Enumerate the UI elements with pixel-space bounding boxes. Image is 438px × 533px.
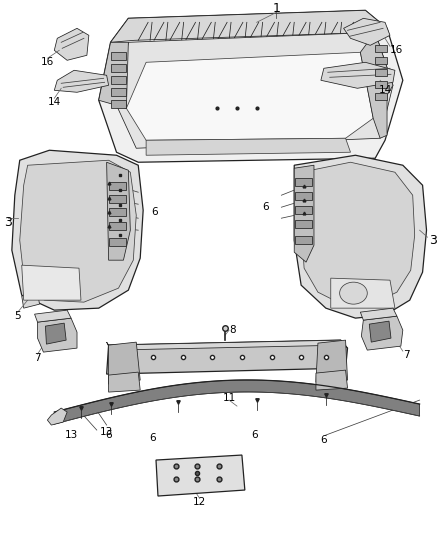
- Polygon shape: [110, 10, 387, 42]
- Text: 14: 14: [48, 98, 61, 107]
- Polygon shape: [54, 70, 109, 92]
- Bar: [109, 238, 127, 246]
- Polygon shape: [316, 340, 347, 382]
- Text: 16: 16: [41, 58, 54, 67]
- Ellipse shape: [339, 282, 367, 304]
- Polygon shape: [156, 455, 245, 496]
- Polygon shape: [47, 408, 67, 425]
- Text: 13: 13: [64, 430, 78, 440]
- Bar: [295, 192, 312, 200]
- Text: 3: 3: [430, 233, 438, 247]
- Polygon shape: [301, 162, 415, 305]
- Polygon shape: [360, 33, 393, 138]
- Polygon shape: [38, 318, 77, 352]
- Polygon shape: [343, 18, 390, 45]
- Polygon shape: [331, 278, 395, 308]
- Text: 11: 11: [223, 393, 236, 403]
- Polygon shape: [294, 165, 314, 262]
- Polygon shape: [22, 265, 81, 300]
- Bar: [110, 52, 127, 60]
- Bar: [109, 182, 127, 190]
- Text: 8: 8: [229, 325, 236, 335]
- Polygon shape: [99, 42, 128, 108]
- Bar: [110, 100, 127, 108]
- Text: 13: 13: [100, 427, 113, 437]
- Polygon shape: [54, 28, 89, 60]
- Polygon shape: [316, 370, 347, 390]
- Text: 12: 12: [193, 497, 206, 507]
- Text: 5: 5: [14, 311, 21, 321]
- Bar: [375, 69, 387, 76]
- Text: 7: 7: [34, 353, 41, 363]
- Bar: [295, 206, 312, 214]
- Polygon shape: [361, 316, 403, 350]
- Text: 6: 6: [150, 433, 156, 443]
- Polygon shape: [106, 162, 131, 260]
- Text: 6: 6: [251, 430, 258, 440]
- Text: 6: 6: [262, 202, 268, 212]
- Polygon shape: [12, 150, 143, 310]
- Polygon shape: [369, 321, 391, 342]
- Bar: [110, 88, 127, 96]
- Polygon shape: [117, 33, 393, 148]
- Bar: [295, 236, 312, 244]
- Bar: [109, 195, 127, 203]
- Text: 6: 6: [151, 207, 158, 217]
- Polygon shape: [360, 308, 397, 320]
- Text: 7: 7: [403, 350, 410, 360]
- Polygon shape: [127, 52, 373, 140]
- Polygon shape: [106, 340, 347, 350]
- Polygon shape: [46, 323, 66, 344]
- Text: 3: 3: [4, 216, 12, 229]
- Polygon shape: [22, 292, 39, 308]
- Bar: [375, 93, 387, 100]
- Polygon shape: [294, 155, 427, 318]
- Bar: [109, 208, 127, 216]
- Bar: [375, 82, 387, 88]
- Text: 1: 1: [272, 2, 280, 15]
- Polygon shape: [146, 138, 350, 155]
- Text: 6: 6: [105, 430, 112, 440]
- Bar: [375, 58, 387, 64]
- Polygon shape: [20, 160, 136, 302]
- Text: 6: 6: [321, 435, 327, 445]
- Bar: [110, 76, 127, 84]
- Polygon shape: [109, 342, 140, 384]
- Polygon shape: [106, 340, 347, 374]
- Polygon shape: [35, 310, 71, 322]
- Bar: [295, 220, 312, 228]
- Polygon shape: [321, 62, 395, 88]
- Polygon shape: [54, 380, 420, 424]
- Polygon shape: [99, 10, 403, 162]
- Text: 16: 16: [390, 45, 403, 55]
- Bar: [109, 222, 127, 230]
- Bar: [375, 45, 387, 52]
- Polygon shape: [109, 372, 140, 392]
- Bar: [110, 64, 127, 72]
- Bar: [295, 178, 312, 186]
- Text: 14: 14: [378, 85, 392, 95]
